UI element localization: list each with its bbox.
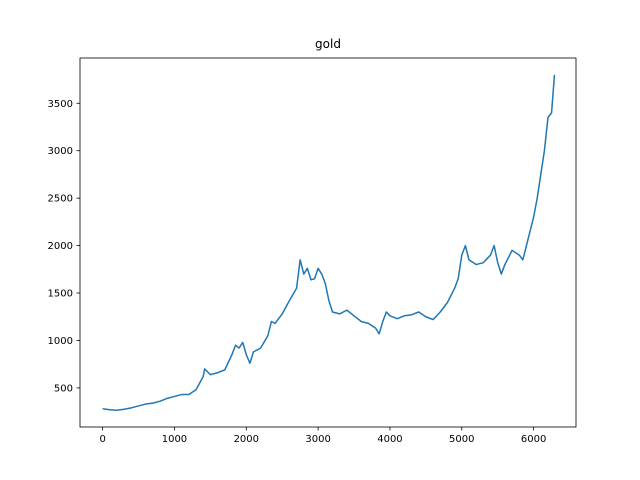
y-tick-label: 2000 — [48, 241, 73, 252]
x-tick-label: 6000 — [521, 434, 546, 445]
plot-frame — [79, 57, 577, 428]
x-tick-label: 2000 — [234, 434, 259, 445]
x-tick-label: 5000 — [449, 434, 474, 445]
y-tick-label: 3500 — [48, 99, 73, 110]
x-tick-label: 4000 — [377, 434, 402, 445]
y-tick-label: 1500 — [48, 289, 73, 300]
chart-title: gold — [315, 37, 341, 51]
y-tick-label: 1000 — [48, 336, 73, 347]
line — [102, 74, 556, 411]
x-tick-label: 1000 — [162, 434, 187, 445]
y-tick-label: 500 — [54, 383, 73, 394]
x-tick-label: 3000 — [305, 434, 330, 445]
y-tick-label: 2500 — [48, 194, 73, 205]
x-tick-label: 0 — [99, 434, 105, 445]
y-tick-label: 3000 — [48, 146, 73, 157]
